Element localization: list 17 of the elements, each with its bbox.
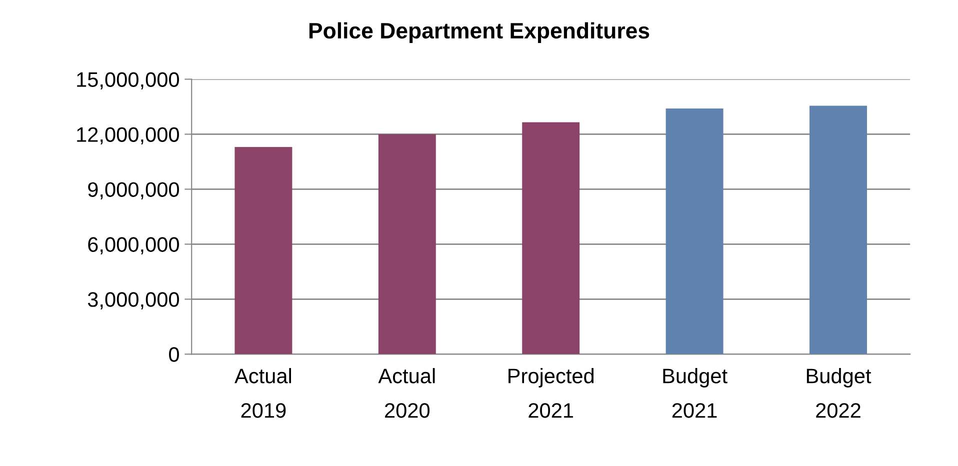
y-tick-label: 12,000,000 bbox=[77, 127, 179, 144]
y-tick-label: 9,000,000 bbox=[88, 182, 179, 200]
y-tick-label: 0 bbox=[169, 347, 179, 362]
y-tick-label: 6,000,000 bbox=[88, 237, 179, 254]
x-tick-label: Actual 2020 bbox=[378, 368, 435, 418]
x-tick-label: Budget 2021 bbox=[663, 368, 728, 418]
y-tick-label: 15,000,000 bbox=[77, 72, 179, 90]
x-tick-label: Budget 2022 bbox=[806, 368, 872, 418]
x-tick-label: Actual 2019 bbox=[234, 368, 292, 418]
bar bbox=[666, 108, 724, 354]
bar bbox=[522, 122, 580, 354]
y-tick-label: 3,000,000 bbox=[88, 292, 179, 310]
bar bbox=[810, 106, 867, 354]
bar bbox=[234, 147, 292, 354]
chart-title: Police Department Expenditures bbox=[309, 22, 650, 43]
x-tick-label: Projected 2021 bbox=[508, 368, 594, 418]
bar bbox=[378, 134, 436, 354]
